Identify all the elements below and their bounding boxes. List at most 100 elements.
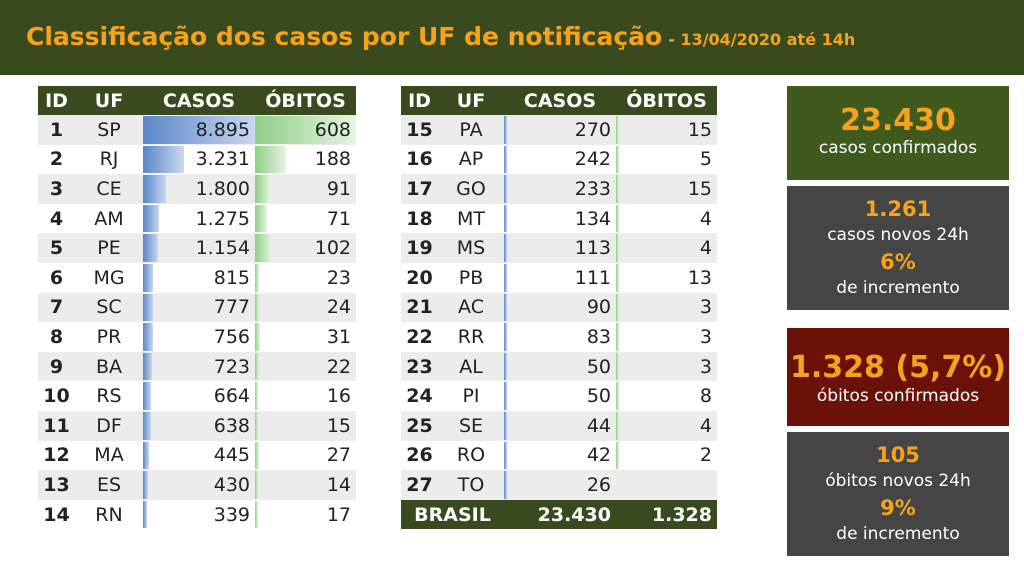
row-casos: 1.800: [195, 177, 250, 200]
table-row: 11 DF 638 15: [38, 410, 356, 441]
casos-data-bar: [504, 382, 507, 410]
new-deaths-value: 105: [876, 443, 920, 467]
row-casos-cell: 270: [504, 115, 616, 145]
row-id: 7: [38, 292, 75, 323]
row-uf: DF: [75, 410, 143, 441]
uf-table-right: ID UF CASOS ÓBITOS 15 PA 270 15 16 AP 242 5 17 GO…: [401, 86, 717, 530]
obitos-data-bar: [616, 234, 619, 262]
row-casos: 664: [213, 385, 250, 408]
obitos-data-bar: [616, 411, 619, 440]
row-casos-cell: 44: [504, 410, 616, 441]
row-obitos-cell: 4: [616, 233, 717, 263]
casos-data-bar: [143, 500, 147, 529]
row-casos: 430: [213, 473, 250, 496]
row-uf: MG: [75, 262, 143, 293]
row-uf: TO: [438, 470, 504, 500]
row-casos: 1.275: [195, 207, 250, 230]
confirmed-cases-label: casos confirmados: [818, 138, 978, 158]
row-id: 11: [38, 410, 75, 441]
casos-data-bar: [143, 175, 166, 203]
casos-data-bar: [504, 293, 507, 322]
obitos-data-bar: [255, 382, 258, 410]
col-header-casos: CASOS: [143, 86, 255, 115]
row-obitos: 5: [699, 148, 712, 171]
row-casos-cell: 8.895: [143, 115, 255, 145]
row-obitos-cell: 15: [616, 174, 717, 204]
row-casos: 8.895: [195, 118, 250, 141]
table-row: 4 AM 1.275 71: [38, 203, 356, 234]
row-obitos-cell: 188: [255, 144, 356, 175]
table-row: 25 SE 44 4: [401, 410, 717, 441]
row-obitos: 13: [687, 266, 712, 289]
page-title: Classificação dos casos por UF de notifi…: [26, 22, 855, 51]
row-obitos: 102: [314, 237, 351, 260]
table-row: 14 RN 339 17: [38, 499, 356, 530]
row-casos: 26: [586, 473, 611, 496]
row-obitos: 91: [326, 177, 351, 200]
row-casos: 90: [586, 296, 611, 319]
confirmed-cases-box: 23.430 casos confirmados: [787, 86, 1009, 180]
row-obitos: 4: [699, 237, 712, 260]
row-obitos: 23: [326, 266, 351, 289]
confirmed-cases-value: 23.430: [840, 103, 956, 138]
casos-data-bar: [504, 352, 507, 381]
row-obitos-cell: 2: [616, 440, 717, 471]
deaths-value: 1.328 (5,7%): [790, 350, 1006, 385]
table-row: 13 ES 430 14: [38, 470, 356, 500]
col-header-id: ID: [38, 86, 75, 115]
row-casos-cell: 26: [504, 470, 616, 500]
row-uf: MA: [75, 440, 143, 471]
casos-data-bar: [504, 263, 507, 292]
table-row: 7 SC 777 24: [38, 292, 356, 323]
obitos-data-bar: [255, 263, 259, 292]
row-casos-cell: 1.154: [143, 233, 255, 263]
row-casos: 756: [213, 325, 250, 348]
row-obitos-cell: 22: [255, 351, 356, 382]
new-deaths-label: óbitos novos 24h: [825, 471, 971, 491]
row-id: 16: [401, 144, 438, 175]
casos-data-bar: [143, 323, 153, 351]
title-text: Classificação dos casos por UF de notifi…: [26, 22, 663, 51]
row-obitos: 188: [314, 148, 351, 171]
casos-data-bar: [143, 411, 151, 440]
obitos-data-bar: [616, 263, 619, 292]
table-row: 3 CE 1.800 91: [38, 174, 356, 204]
row-id: 27: [401, 470, 438, 500]
row-casos-cell: 111: [504, 262, 616, 293]
obitos-data-bar: [616, 352, 619, 381]
obitos-data-bar: [255, 293, 259, 322]
row-casos: 113: [574, 237, 611, 260]
col-header-id: ID: [401, 86, 438, 115]
row-casos: 44: [586, 414, 611, 437]
row-uf: PB: [438, 262, 504, 293]
row-casos: 3.231: [195, 148, 250, 171]
row-uf: ES: [75, 470, 143, 500]
row-casos: 233: [574, 177, 611, 200]
row-obitos: 608: [314, 118, 351, 141]
obitos-data-bar: [255, 145, 286, 174]
row-casos-cell: 445: [143, 440, 255, 471]
row-casos-cell: 50: [504, 381, 616, 411]
casos-data-bar: [504, 145, 507, 174]
row-casos: 134: [574, 207, 611, 230]
total-label: BRASIL: [401, 499, 504, 530]
row-obitos-cell: 8: [616, 381, 717, 411]
row-uf: PI: [438, 381, 504, 411]
row-uf: BA: [75, 351, 143, 382]
obitos-data-bar: [616, 382, 619, 410]
table-row: 10 RS 664 16: [38, 381, 356, 411]
row-obitos: 15: [687, 177, 712, 200]
row-casos-cell: 723: [143, 351, 255, 382]
new-deaths-box: 105 óbitos novos 24h 9% de incremento: [787, 432, 1009, 556]
col-header-uf: UF: [75, 86, 143, 115]
row-obitos: 3: [699, 296, 712, 319]
row-obitos: 22: [326, 355, 351, 378]
obitos-data-bar: [255, 323, 260, 351]
row-uf: RR: [438, 322, 504, 352]
table-row: 19 MS 113 4: [401, 233, 717, 263]
row-uf: SE: [438, 410, 504, 441]
obitos-data-bar: [616, 145, 619, 174]
row-obitos-cell: 5: [616, 144, 717, 175]
obitos-data-bar: [616, 175, 619, 203]
row-casos-cell: 113: [504, 233, 616, 263]
